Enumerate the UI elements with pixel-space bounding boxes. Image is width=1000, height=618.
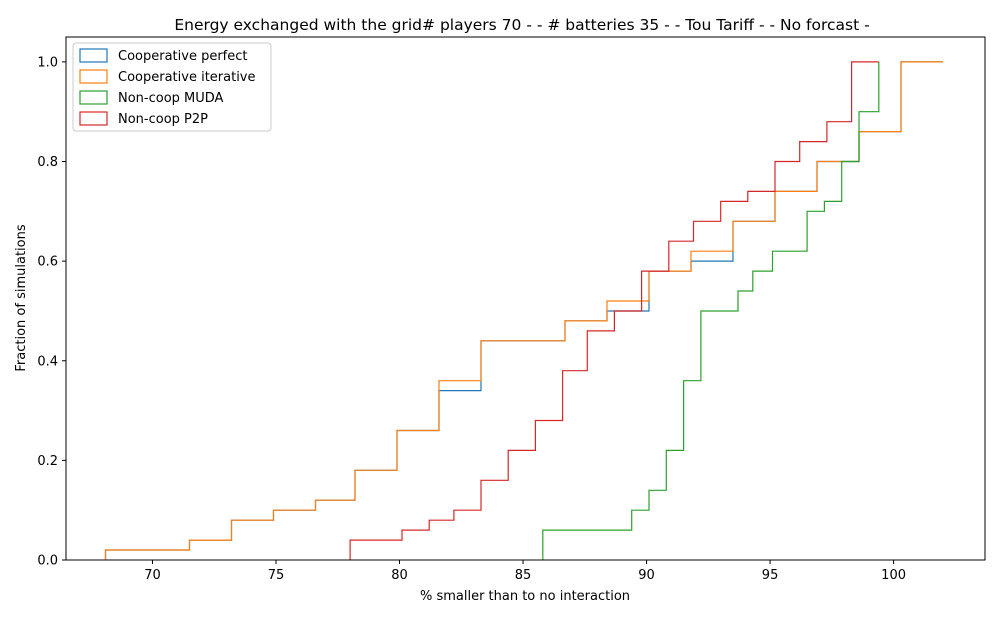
series-line-4 bbox=[349, 61, 879, 560]
y-axis-label: Fraction of simulations bbox=[14, 224, 29, 371]
legend-swatch bbox=[79, 48, 108, 63]
legend-label: Cooperative perfect bbox=[118, 49, 248, 64]
x-tick-label: 80 bbox=[391, 568, 408, 583]
y-tick-label: 0.6 bbox=[37, 255, 58, 270]
y-tick-label: 0.0 bbox=[37, 554, 58, 569]
y-tick-label: 1.0 bbox=[37, 55, 58, 70]
series-line-3 bbox=[542, 61, 880, 560]
series-line-1 bbox=[104, 61, 943, 560]
legend-box bbox=[72, 42, 272, 132]
legend-label: Non-coop P2P bbox=[118, 112, 208, 127]
legend-label: Non-coop MUDA bbox=[118, 91, 224, 106]
y-axis-ticks: 0.0 0.2 0.4 0.6 0.8 1.0 bbox=[37, 55, 66, 569]
series-layer bbox=[104, 61, 943, 560]
legend: Cooperative perfect Cooperative iterative… bbox=[72, 42, 272, 132]
plot-frame bbox=[65, 36, 986, 561]
x-tick-label: 90 bbox=[638, 568, 655, 583]
legend-swatch bbox=[79, 90, 108, 105]
x-axis-label: % smaller than to no interaction bbox=[420, 589, 630, 604]
chart-title: Energy exchanged with the grid# players … bbox=[174, 16, 869, 34]
y-tick-label: 0.2 bbox=[37, 454, 58, 469]
x-tick-label: 100 bbox=[881, 568, 906, 583]
x-axis-ticks: 70 75 80 85 90 95 100 bbox=[144, 560, 906, 583]
legend-swatch bbox=[79, 69, 108, 84]
y-tick-label: 0.8 bbox=[37, 155, 58, 170]
x-tick-label: 95 bbox=[762, 568, 779, 583]
x-tick-label: 70 bbox=[144, 568, 161, 583]
x-tick-label: 85 bbox=[515, 568, 532, 583]
legend-items: Cooperative perfect Cooperative iterative… bbox=[79, 48, 256, 127]
series-line-2 bbox=[104, 61, 943, 560]
legend-label: Cooperative iterative bbox=[118, 70, 256, 85]
y-tick-label: 0.4 bbox=[37, 354, 58, 369]
x-tick-label: 75 bbox=[268, 568, 285, 583]
legend-swatch bbox=[79, 111, 108, 126]
